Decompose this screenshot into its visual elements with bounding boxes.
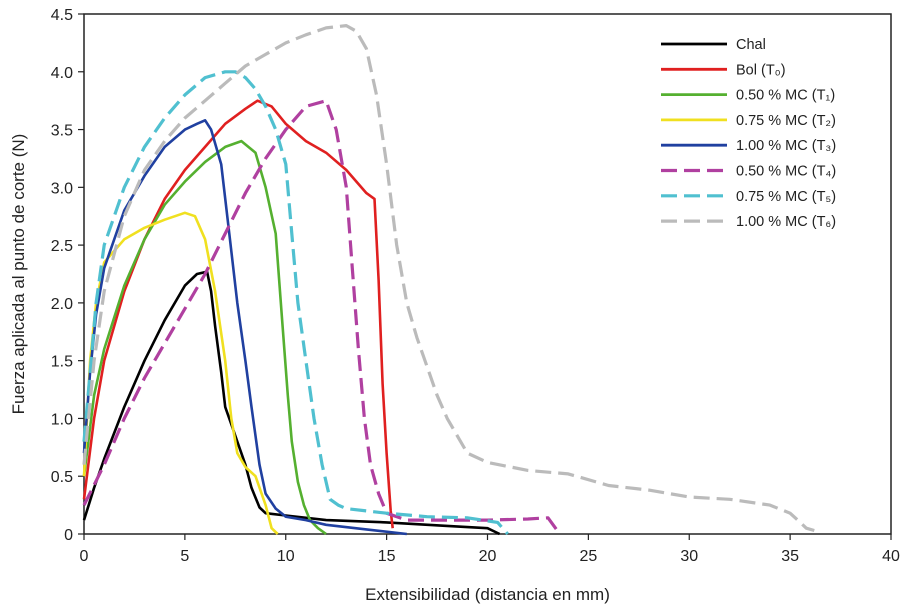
series-line-0-75-mc-t5 bbox=[82, 70, 509, 536]
y-tick-label: 3.5 bbox=[51, 123, 73, 140]
axes: 0 5 10 15 20 25 30 35 40 0 0.5 1.0 1.5 2.0 2.5 3.0 3.5 4.… bbox=[51, 7, 900, 565]
x-tick-label: 35 bbox=[781, 548, 799, 565]
x-tick-label: 20 bbox=[479, 548, 497, 565]
series-line-0-50-mc-t4 bbox=[82, 99, 560, 533]
y-axis-label: Fuerza aplicada al punto de corte (N) bbox=[9, 134, 28, 415]
x-tick-label: 0 bbox=[80, 548, 89, 565]
x-tick-label: 30 bbox=[680, 548, 698, 565]
y-tick-label: 0 bbox=[64, 527, 73, 544]
x-tick-label: 5 bbox=[180, 548, 189, 565]
y-tick-label: 3.0 bbox=[51, 180, 73, 197]
series-line-0-50-mc-t1 bbox=[82, 139, 327, 536]
legend-label-0-50-mc-t1: 0.50 % MC (T₁) bbox=[736, 88, 835, 104]
legend-label-0-75-mc-t2: 0.75 % MC (T₂) bbox=[736, 113, 836, 129]
x-tick-label: 10 bbox=[277, 548, 295, 565]
x-tick-label: 15 bbox=[378, 548, 396, 565]
legend-label-1-00-mc-t3: 1.00 % MC (T₃) bbox=[736, 138, 836, 154]
x-tick-label: 25 bbox=[579, 548, 597, 565]
legend-label-0-75-mc-t5: 0.75 % MC (T₅) bbox=[736, 189, 836, 205]
y-tick-label: 1.0 bbox=[51, 411, 73, 428]
y-tick-label: 4.5 bbox=[51, 7, 73, 24]
series-line-1-00-mc-t6 bbox=[82, 24, 815, 533]
series-line-chal bbox=[82, 270, 501, 536]
legend-label-bol-t0: Bol (T₀) bbox=[736, 62, 786, 78]
y-tick-label: 2.0 bbox=[51, 296, 73, 313]
y-tick-label: 1.5 bbox=[51, 354, 73, 371]
series-line-1-00-mc-t3 bbox=[82, 119, 407, 536]
series-layer bbox=[82, 24, 815, 536]
series-line-0-75-mc-t2 bbox=[82, 211, 279, 535]
legend-label-1-00-mc-t6: 1.00 % MC (T₆) bbox=[736, 214, 836, 230]
y-tick-label: 4.0 bbox=[51, 65, 73, 82]
legend-label-0-50-mc-t4: 0.50 % MC (T₄) bbox=[736, 164, 836, 180]
x-tick-label: 40 bbox=[882, 548, 900, 565]
y-tick-label: 0.5 bbox=[51, 469, 73, 486]
x-axis-label: Extensibilidad (distancia en mm) bbox=[365, 585, 610, 604]
legend: Chal Bol (T₀) 0.50 % MC (T₁) 0.75 % MC (T₂)… bbox=[661, 37, 836, 230]
legend-label-chal: Chal bbox=[736, 37, 766, 53]
y-tick-label: 2.5 bbox=[51, 238, 73, 255]
